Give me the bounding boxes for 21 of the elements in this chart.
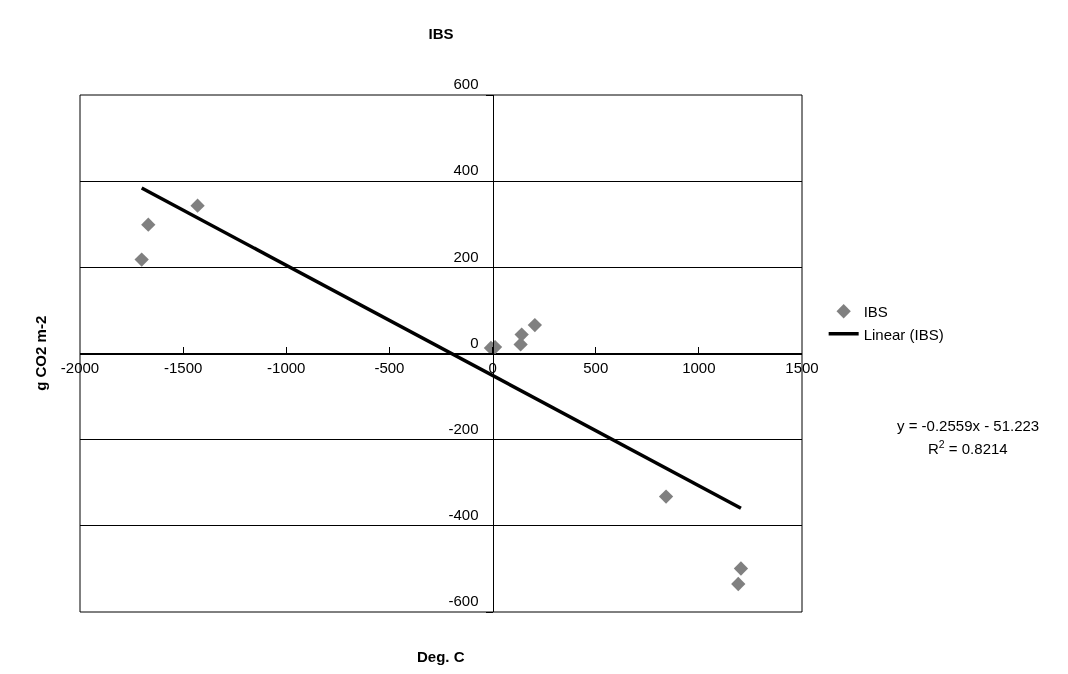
y-tick-label: -400 [448, 506, 479, 524]
y-tick-label: -200 [448, 419, 479, 437]
x-tick-label: -1500 [163, 358, 203, 376]
text: R$^{2}$ = 0.8214 [928, 438, 1008, 458]
x-axis-title: Deg. C [417, 648, 465, 665]
x-tick-label: -2000 [60, 358, 100, 376]
x-tick-label: 1000 [682, 358, 716, 376]
legend-label: Linear (IBS) [863, 325, 944, 343]
chart-title: IBS [428, 24, 454, 42]
y-tick-label: 0 [470, 333, 479, 351]
y-axis-title: g CO2 m-2 [31, 315, 49, 391]
text: y = -0.2559x - 51.223 [897, 417, 1040, 434]
y-tick-label: -600 [448, 592, 479, 610]
x-tick-label: -500 [374, 358, 405, 376]
legend-label: IBS [863, 303, 888, 321]
x-tick-label: 500 [583, 358, 609, 376]
x-tick-label: -1000 [267, 358, 306, 376]
x-tick-label: 1500 [785, 358, 819, 376]
y-tick-label: 200 [453, 247, 479, 265]
y-tick-label: 600 [453, 75, 479, 93]
y-tick-label: 400 [453, 161, 479, 179]
